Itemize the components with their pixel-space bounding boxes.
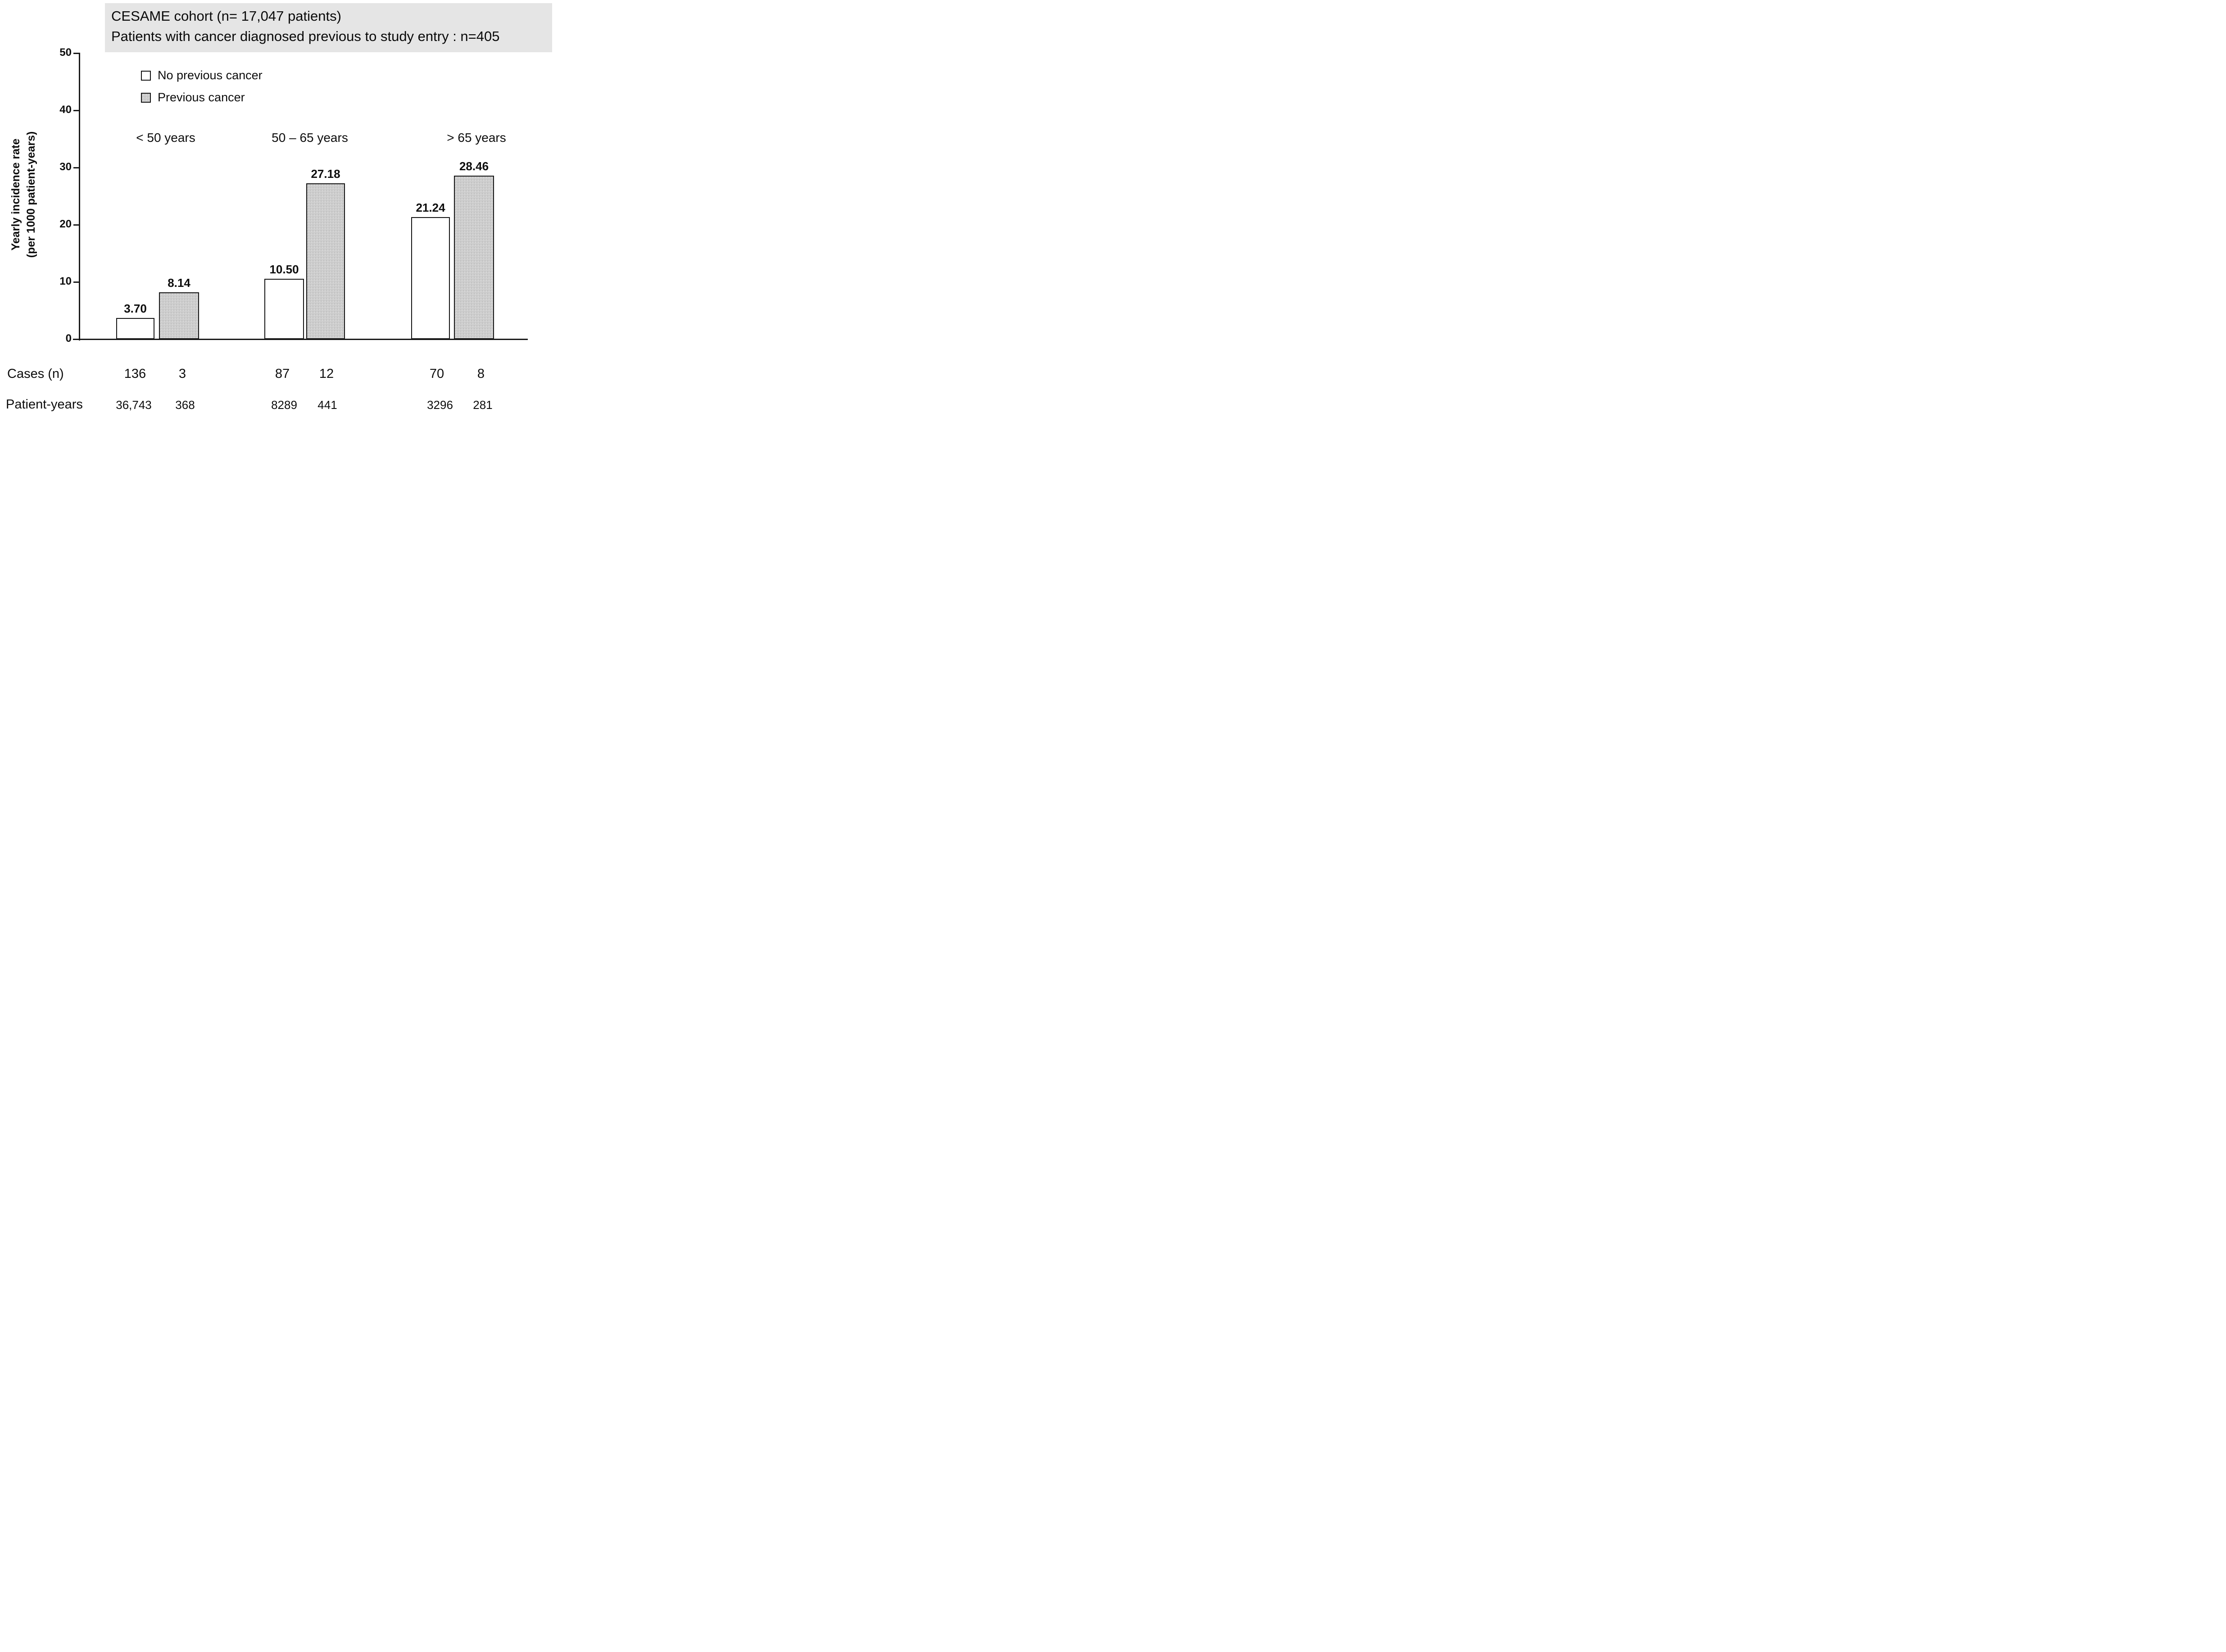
y-tick-40 (73, 110, 79, 111)
table-cell-cases-5: 70 (429, 367, 444, 381)
y-axis-title-line-1: Yearly incidence rate (9, 138, 22, 251)
title-line-2: Patients with cancer diagnosed previous … (111, 28, 500, 44)
y-tick-50 (73, 53, 79, 54)
title-line-1: CESAME cohort (n= 17,047 patients) (111, 8, 341, 24)
bar-no-previous-cancer-50-65: 10.50 (264, 263, 304, 339)
y-tick-label-50: 50 (59, 46, 72, 59)
bar-value-label: 3.70 (124, 301, 147, 315)
y-tick-10 (73, 281, 79, 283)
y-tick-label-20: 20 (59, 218, 72, 230)
table-cell-cases-6: 8 (477, 367, 485, 381)
y-tick-label-40: 40 (59, 104, 72, 116)
table-cell-patient-years-6: 281 (473, 398, 493, 412)
table-cell-patient-years-5: 3296 (427, 398, 453, 412)
group-label-50-65-years: 50 – 65 years (272, 131, 348, 145)
bar-value-label: 21.24 (416, 201, 445, 215)
group-label-over-65-years: > 65 years (447, 131, 506, 145)
table-cell-cases-4: 12 (319, 367, 334, 381)
y-axis-line (79, 53, 80, 340)
table-cell-patient-years-2: 368 (175, 398, 195, 412)
y-tick-label-10: 10 (59, 275, 72, 287)
y-tick-30 (73, 167, 79, 168)
table-cell-patient-years-1: 36,743 (116, 398, 152, 412)
bar-previous-cancer-over-65: 28.46 (454, 159, 494, 339)
y-tick-label-0: 0 (65, 332, 72, 345)
bar-value-label: 10.50 (269, 263, 299, 277)
table-cell-cases-2: 3 (178, 367, 186, 381)
bar-previous-cancer-50-65: 27.18 (306, 167, 345, 339)
chart-canvas: CESAME cohort (n= 17,047 patients) Patie… (0, 0, 557, 413)
x-axis-line (73, 339, 528, 340)
table-cell-cases-1: 136 (124, 367, 146, 381)
table-cell-cases-3: 87 (275, 367, 290, 381)
bar-value-label: 8.14 (168, 276, 190, 290)
table-cell-patient-years-3: 8289 (271, 398, 297, 412)
table-cell-patient-years-4: 441 (317, 398, 337, 412)
title-box: CESAME cohort (n= 17,047 patients) Patie… (105, 3, 552, 52)
table-row-label-cases: Cases (n) (7, 367, 64, 381)
bar-previous-cancer-under-50: 8.14 (159, 276, 199, 339)
group-label-under-50-years: < 50 years (136, 131, 195, 145)
bar-value-label: 27.18 (311, 167, 340, 181)
y-axis-title: Yearly incidence rate (per 1000 patient-… (8, 132, 39, 258)
legend-item-no-previous-cancer: No previous cancer (141, 68, 263, 82)
table-row-label-patient-years: Patient-years (6, 397, 83, 412)
bar-no-previous-cancer-over-65: 21.24 (411, 201, 450, 339)
bar-no-previous-cancer-under-50: 3.70 (116, 302, 154, 339)
legend-label-previous-cancer: Previous cancer (158, 91, 245, 104)
legend-label-no-previous-cancer: No previous cancer (158, 68, 263, 82)
legend-swatch-gray-icon (141, 92, 151, 103)
legend-item-previous-cancer: Previous cancer (141, 91, 245, 104)
legend-swatch-white-icon (141, 70, 151, 81)
bar-value-label: 28.46 (459, 159, 489, 173)
y-tick-20 (73, 224, 79, 226)
y-axis-title-line-2: (per 1000 patient-years) (25, 131, 37, 258)
y-tick-label-30: 30 (59, 161, 72, 173)
